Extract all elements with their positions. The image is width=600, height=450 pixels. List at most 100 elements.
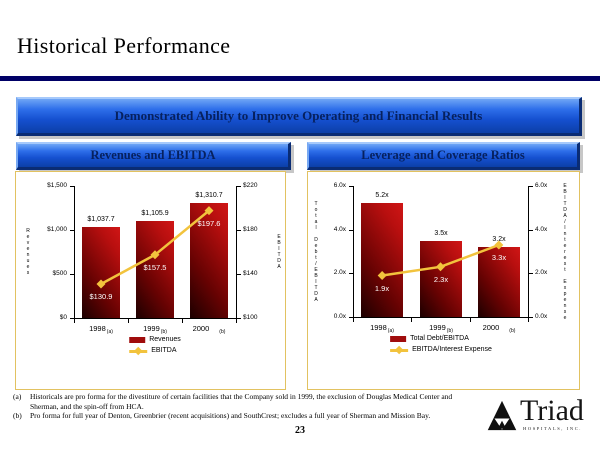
- line-value-label: 1.9x: [374, 284, 390, 293]
- x-category-label: 2000 (b): [177, 324, 241, 337]
- left-axis-tick-label: 2.0x: [333, 269, 346, 276]
- right-axis-tick: [529, 186, 533, 187]
- line-value-label: $197.6: [197, 219, 221, 228]
- line-marker-swatch-icon: [129, 349, 148, 353]
- bar: [420, 241, 462, 317]
- bar-value-label: 5.2x: [375, 192, 389, 199]
- line-value-label: $157.5: [143, 263, 167, 272]
- chart2-header: Leverage and Coverage Ratios: [307, 142, 580, 170]
- left-axis-tick-label: 0.0x: [333, 313, 346, 320]
- logo-wordmark: Triad: [520, 394, 584, 427]
- legend-label: EBITDA: [151, 347, 177, 354]
- legend-item-bar: Revenues: [129, 336, 181, 344]
- category-footnote-marker: (b): [160, 329, 167, 335]
- right-axis-tick-label: $220: [243, 182, 258, 189]
- left-axis-line: [353, 186, 354, 318]
- category-year: 1999: [143, 324, 160, 333]
- bar-swatch-icon: [390, 336, 407, 342]
- footnote-b: (b) Pro forma for full year of Denton, G…: [13, 411, 465, 421]
- x-category-label: 2000 (b): [467, 323, 531, 336]
- category-footnote-marker: (b): [509, 328, 516, 334]
- line-value-label: 2.3x: [433, 275, 449, 284]
- page-number: 23: [295, 425, 305, 436]
- left-axis-tick-label: 6.0x: [333, 182, 346, 189]
- x-axis-tick: [528, 318, 529, 322]
- left-axis-tick: [349, 273, 353, 274]
- right-axis-tick-label: 0.0x: [535, 313, 548, 320]
- bar-value-label: $1,310.7: [195, 192, 223, 199]
- right-axis-tick-label: $180: [243, 226, 258, 233]
- left-axis-tick-label: $500: [52, 270, 67, 277]
- chart1-header: Revenues and EBITDA: [16, 142, 291, 170]
- x-category-label: 1998(a): [69, 324, 133, 337]
- left-axis-title: Revenues: [25, 228, 31, 276]
- line-marker-icon: [377, 271, 387, 281]
- page-title: Historical Performance: [17, 33, 231, 58]
- right-axis-line: [528, 186, 529, 318]
- footnote-b-marker: (b): [13, 411, 22, 420]
- x-axis-tick: [470, 318, 471, 322]
- bar: [478, 247, 520, 317]
- left-axis-tick-label: $1,000: [47, 226, 67, 233]
- right-axis-title: EBITDA/Interest Expense: [562, 182, 568, 321]
- x-axis-line: [74, 318, 237, 319]
- right-axis-tick: [237, 274, 241, 275]
- revenues-ebitda-chart: $0 $100 $500 $140 $1,000 $180 $1,500 $220 $1,037…: [15, 171, 286, 390]
- category-footnote-marker: (a): [106, 329, 113, 335]
- left-axis-tick: [70, 318, 74, 319]
- bar: [361, 203, 403, 317]
- left-axis-tick-label: 4.0x: [333, 226, 346, 233]
- x-axis-line: [353, 317, 529, 318]
- bar: [136, 221, 174, 318]
- triad-logo: Triad HOSPITALS, INC.: [487, 394, 584, 431]
- x-axis-tick: [74, 319, 75, 323]
- line-marker-icon: [494, 240, 504, 250]
- logo-subtext: HOSPITALS, INC.: [523, 426, 583, 431]
- left-axis-title: Total Debt/EBITDA: [313, 200, 319, 303]
- right-axis-tick: [237, 186, 241, 187]
- legend: Revenues EBITDA: [129, 336, 181, 355]
- line-marker-icon: [96, 279, 106, 289]
- right-axis-title: EBITDA: [276, 234, 282, 270]
- left-axis-tick: [70, 186, 74, 187]
- right-axis-tick-label: 6.0x: [535, 182, 548, 189]
- left-axis-tick: [70, 230, 74, 231]
- bar-value-label: 3.5x: [434, 230, 448, 237]
- line-value-label: $130.9: [89, 292, 113, 301]
- right-axis-tick: [529, 273, 533, 274]
- left-axis-tick: [349, 317, 353, 318]
- right-axis-tick: [529, 317, 533, 318]
- chart1-title: Revenues and EBITDA: [90, 148, 216, 162]
- left-axis-line: [74, 186, 75, 319]
- right-axis-tick: [529, 230, 533, 231]
- right-axis-tick-label: $100: [243, 314, 258, 321]
- footnote-a: (a) Historicals are pro forma for the di…: [13, 392, 465, 411]
- left-axis-tick-label: $1,500: [47, 182, 67, 189]
- category-year: 2000: [192, 324, 210, 333]
- bar-value-label: $1,105.9: [141, 210, 169, 217]
- line-marker-icon: [150, 250, 160, 260]
- left-axis-tick: [349, 186, 353, 187]
- category-year: 1998: [89, 324, 106, 333]
- legend-item-line: EBITDA: [129, 347, 181, 355]
- x-axis-tick: [128, 319, 129, 323]
- legend-item-line: EBITDA/Interest Expense: [390, 346, 492, 354]
- x-category-label: 1999(b): [123, 324, 187, 337]
- right-axis-tick-label: 4.0x: [535, 226, 548, 233]
- x-axis-tick: [182, 319, 183, 323]
- x-category-label: 1999(b): [409, 323, 473, 336]
- footnote-a-marker: (a): [13, 392, 22, 401]
- legend-label: Revenues: [149, 336, 181, 343]
- line-value-label: 3.3x: [491, 253, 507, 262]
- category-year: 2000: [482, 323, 500, 332]
- category-footnote-marker: (b): [219, 329, 226, 335]
- leverage-coverage-chart: 0.0x 0.0x 2.0x 2.0x 4.0x 4.0x 6.0x 6.0x 5.2x 3.5x…: [307, 171, 580, 390]
- banner-text: Demonstrated Ability to Improve Operatin…: [114, 108, 483, 123]
- category-year: 1999: [429, 323, 446, 332]
- line-series: [96, 206, 214, 289]
- legend-label: EBITDA/Interest Expense: [412, 346, 492, 353]
- left-axis-tick-label: $0: [59, 314, 67, 321]
- legend-label: Total Debt/EBITDA: [410, 335, 469, 342]
- x-axis-tick: [411, 318, 412, 322]
- title-divider: [0, 76, 600, 81]
